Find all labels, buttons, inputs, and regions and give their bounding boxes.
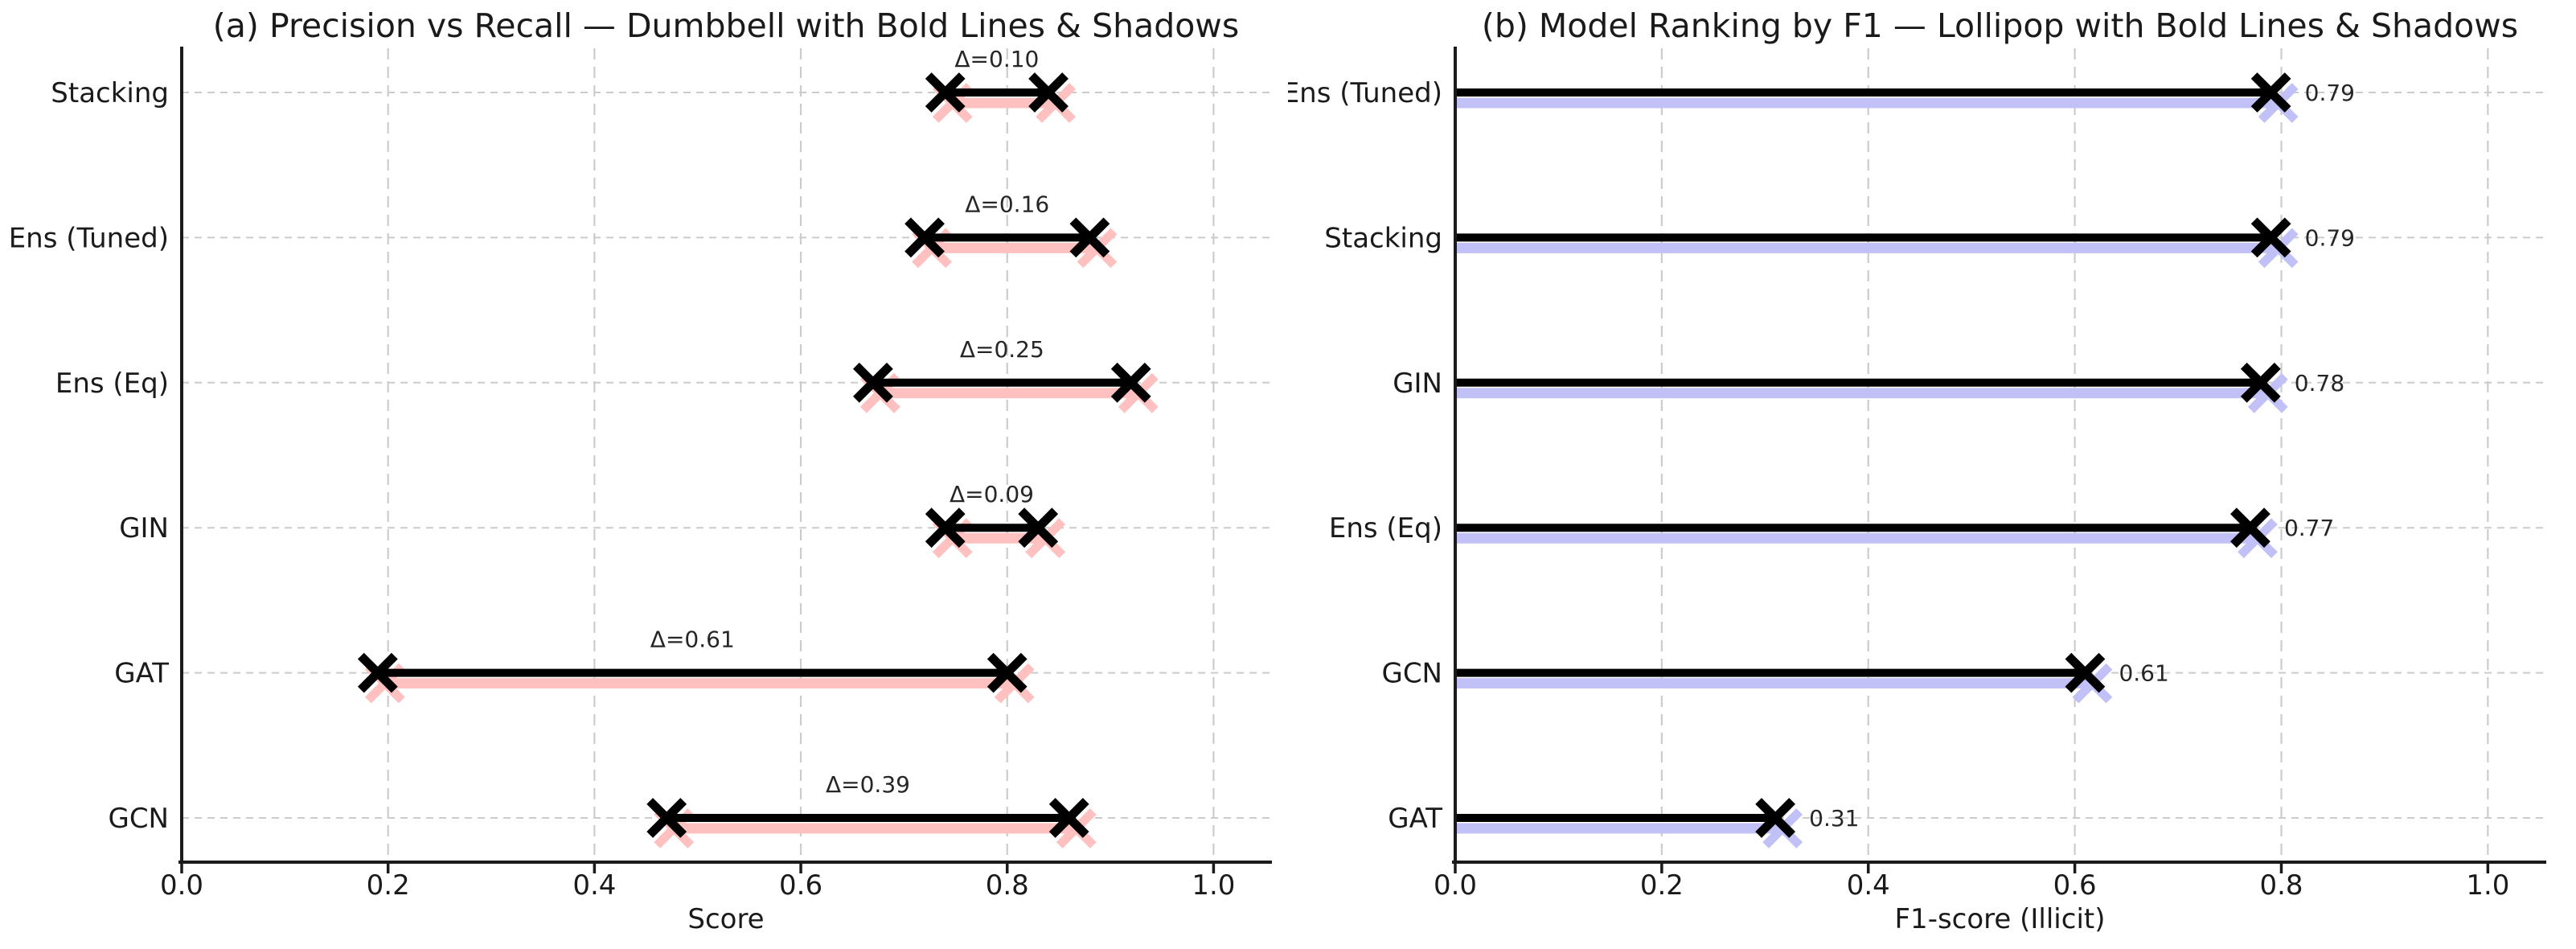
dumbbell-chart-precision-recall: Δ=0.10 Δ=0.16 Δ=0.25 Δ=0.09 Δ=0.61 Δ=0.39 0.0 0…: [9, 6, 1272, 935]
x-marker-icon: [2250, 72, 2291, 113]
value-label: 0.79: [2305, 80, 2355, 106]
category-label: GAT: [114, 658, 169, 690]
category-label: Ens (Tuned): [1288, 77, 1442, 109]
x-marker-icon: [925, 72, 966, 113]
x-marker-icon: [1018, 507, 1059, 548]
x-marker-icon: [1069, 217, 1110, 258]
x-marker-icon: [987, 652, 1028, 693]
x-marker-icon: [2230, 507, 2270, 548]
x-tick-label: 1.0: [1192, 869, 1235, 902]
x-marker-icon: [2240, 362, 2281, 403]
delta-annotation: Δ=0.39: [826, 771, 910, 798]
delta-annotation: Δ=0.09: [950, 481, 1034, 507]
x-marker-icon: [2065, 652, 2106, 693]
value-label: 0.61: [2119, 660, 2168, 687]
x-marker-icon: [1755, 798, 1796, 838]
x-tick-label: 0.8: [986, 869, 1029, 902]
delta-annotation: Δ=0.16: [965, 191, 1049, 217]
x-tick-label: 0.0: [160, 869, 203, 902]
x-tick-label: 0.2: [1640, 869, 1684, 902]
x-marker-icon: [1110, 362, 1151, 403]
x-marker-icon: [1028, 72, 1069, 113]
category-label: GIN: [119, 512, 169, 544]
lollipop-chart-f1-ranking: 0.79 0.79 0.78 0.77 0.61 0.31 0.0 0.2 0.4 0.6 0.8 1…: [1288, 6, 2546, 935]
x-axis-label: Score: [687, 903, 764, 935]
x-marker-icon: [925, 507, 966, 548]
delta-annotation: Δ=0.25: [960, 336, 1044, 363]
category-label: GCN: [1381, 658, 1442, 690]
x-tick-label: 0.6: [2053, 869, 2097, 902]
category-label: GCN: [108, 803, 169, 835]
delta-annotation: Δ=0.10: [954, 46, 1039, 72]
category-label: Stacking: [51, 77, 169, 109]
x-tick-label: 0.6: [779, 869, 822, 902]
category-label: Ens (Eq): [1329, 512, 1442, 544]
x-marker-icon: [646, 798, 687, 838]
x-marker-icon: [1048, 798, 1089, 838]
x-marker-icon: [904, 217, 945, 258]
x-tick-label: 1.0: [2466, 869, 2509, 902]
x-tick-label: 0.4: [1847, 869, 1890, 902]
chart-title: (b) Model Ranking by F1 — Lollipop with …: [1482, 6, 2518, 45]
category-label: GAT: [1388, 803, 1442, 835]
value-label: 0.79: [2305, 224, 2355, 251]
x-tick-label: 0.2: [367, 869, 410, 902]
x-tick-label: 0.0: [1434, 869, 1477, 902]
x-tick-label: 0.8: [2259, 869, 2303, 902]
delta-annotation: Δ=0.61: [650, 627, 735, 653]
x-axis-label: F1-score (Illicit): [1895, 903, 2106, 935]
chart-title: (a) Precision vs Recall — Dumbbell with …: [213, 6, 1239, 45]
category-label: GIN: [1393, 368, 1442, 400]
x-marker-icon: [357, 652, 398, 693]
x-marker-icon: [2250, 217, 2291, 258]
category-label: Ens (Tuned): [9, 222, 169, 254]
value-label: 0.77: [2284, 515, 2334, 541]
category-label: Ens (Eq): [55, 368, 169, 400]
x-tick-label: 0.4: [572, 869, 616, 902]
value-label: 0.78: [2295, 370, 2344, 396]
value-label: 0.31: [1809, 805, 1859, 832]
category-label: Stacking: [1324, 222, 1442, 254]
x-marker-icon: [853, 362, 893, 403]
